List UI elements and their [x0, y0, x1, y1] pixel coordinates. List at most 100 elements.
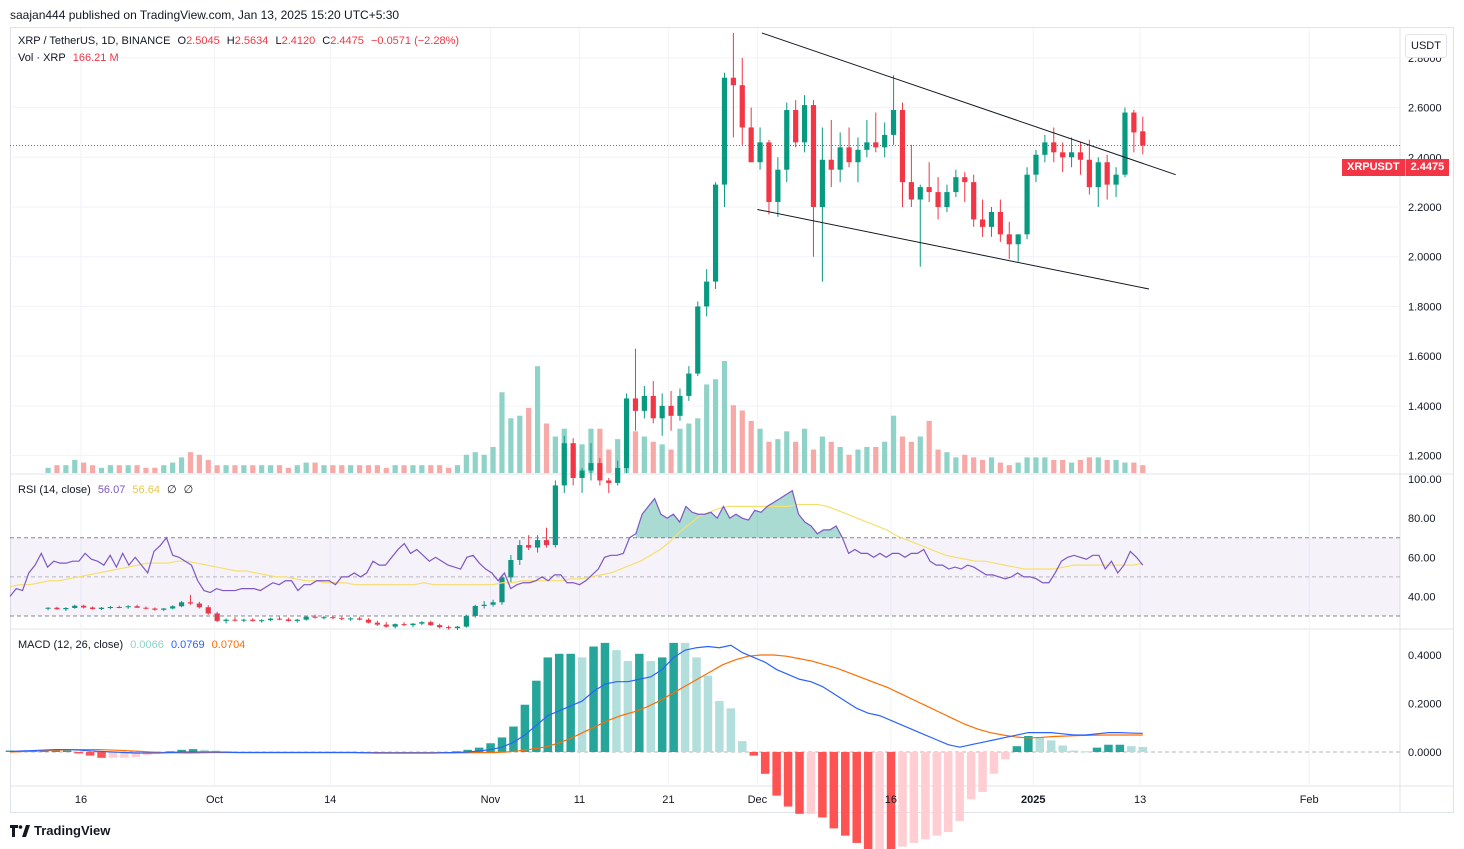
volume-bar [962, 454, 968, 473]
volume-bar [508, 418, 514, 473]
price-tick-label: 1.2000 [1408, 451, 1442, 463]
volume-bar [526, 407, 532, 473]
low-value: 2.4120 [281, 35, 316, 47]
rsi-tick-label: 60.00 [1408, 552, 1436, 564]
macd-histogram-bar [886, 752, 896, 849]
volume-bar [846, 454, 852, 473]
volume-bar [63, 465, 69, 473]
candle-body [1051, 142, 1057, 153]
price-tick-label: 2.0000 [1408, 252, 1442, 264]
candle-body [419, 622, 425, 624]
volume-bar [365, 465, 372, 473]
volume-bar [1140, 465, 1146, 473]
candle-body [517, 545, 523, 561]
candle-body [775, 169, 781, 203]
candle-body [641, 395, 647, 411]
time-tick-label: Dec [748, 794, 768, 806]
candle-body [374, 622, 380, 625]
candle-body [971, 182, 977, 220]
candle-body [837, 147, 843, 170]
symbol-label[interactable]: XRP / TetherUS, 1D, BINANCE [18, 35, 171, 47]
chart-frame [10, 27, 1454, 813]
macd-histogram-bar [1058, 745, 1067, 752]
macd-signal-line [9, 654, 1143, 754]
candle-body [1104, 162, 1110, 185]
volume-bar [45, 467, 51, 473]
macd-tick-label: 0.2000 [1408, 699, 1442, 711]
volume-bar [632, 431, 639, 473]
volume-bar [321, 465, 327, 473]
macd-histogram-bar [863, 752, 873, 849]
candle-body [259, 620, 265, 622]
macd-label[interactable]: MACD (12, 26, close) [18, 639, 124, 651]
candle-body [1006, 234, 1012, 245]
candle-body [170, 606, 176, 609]
macd-histogram-bar [177, 749, 186, 752]
macd-line [9, 644, 1143, 754]
volume-bar [730, 405, 736, 473]
candle-body [392, 624, 398, 627]
candle-body [383, 624, 389, 627]
candle-body [997, 211, 1003, 235]
volume-bar [232, 465, 238, 473]
candle-body [312, 616, 318, 618]
candle-body [54, 607, 60, 610]
volume-bar [125, 465, 131, 473]
rsi-label[interactable]: RSI (14, close) [18, 484, 91, 496]
candle-body [508, 560, 514, 578]
candle-body [214, 613, 220, 621]
macd-histogram-bar [841, 752, 850, 836]
macd-histogram-bar [211, 750, 221, 752]
candle-body [161, 608, 167, 610]
volume-bar [472, 452, 478, 473]
rsi-value: 56.07 [97, 484, 126, 496]
candle-body [935, 192, 941, 207]
macd-histogram-bar [612, 650, 621, 752]
macd-histogram-bar [497, 737, 507, 752]
volume-bar [615, 439, 621, 473]
macd-signal-value: 0.0704 [211, 639, 246, 651]
volume-bar [757, 428, 763, 473]
volume-bar [116, 465, 122, 473]
macd-histogram-bar [509, 726, 518, 752]
candle-body [285, 619, 291, 621]
volume-bar [481, 454, 487, 473]
volume-bar [784, 431, 790, 473]
candle-body [579, 470, 585, 478]
volume-bar [873, 446, 879, 473]
candle-body [890, 110, 897, 135]
macd-value: 0.0769 [170, 639, 205, 651]
volume-bar [499, 392, 505, 473]
candle-body [712, 184, 719, 282]
candle-body [152, 608, 158, 610]
volume-bar [490, 446, 496, 473]
volume-bar [107, 465, 113, 473]
candle-body [481, 604, 487, 607]
candle-body [534, 540, 541, 548]
volume-bar [54, 465, 60, 473]
axes: 2.80002.60002.40002.20002.00001.80001.60… [75, 53, 1442, 806]
macd-histogram-bar [932, 752, 942, 836]
candle-body [730, 77, 736, 86]
macd-histogram-bar [646, 661, 656, 752]
macd-histogram-bar [978, 752, 987, 793]
macd-histogram-bar [51, 750, 61, 752]
volume-label[interactable]: Vol · XRP [18, 52, 66, 64]
candle-body [561, 443, 567, 486]
volume-bar [330, 465, 336, 473]
candle-body [864, 142, 870, 150]
candle-body [668, 405, 674, 416]
candle-body [1077, 152, 1084, 160]
tradingview-logo[interactable]: TradingView [10, 823, 110, 838]
candle-body [801, 105, 808, 143]
candle-body [356, 618, 363, 620]
volume-bar [392, 465, 398, 473]
macd-histogram-bar [772, 752, 781, 796]
volume-bar [695, 418, 701, 473]
candle-body [187, 602, 194, 604]
volume-bar [454, 465, 461, 473]
time-tick-label: Oct [206, 794, 223, 806]
currency-button[interactable]: USDT [1405, 34, 1447, 58]
volume-bar [543, 423, 550, 473]
